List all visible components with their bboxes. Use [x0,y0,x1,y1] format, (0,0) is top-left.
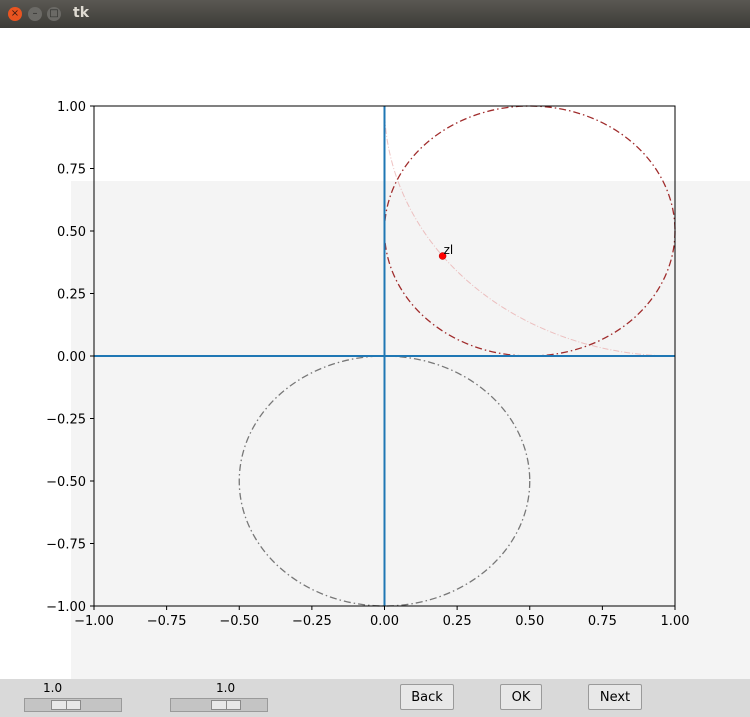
x-tick-label: 0.50 [515,614,544,629]
x-tick-label: −0.25 [292,614,332,629]
x-tick-label: −0.75 [147,614,187,629]
slider-1-handle[interactable] [51,700,81,710]
x-tick-label: −0.50 [219,614,259,629]
faint-arc [385,106,676,356]
minimize-icon[interactable]: – [28,7,42,21]
ok-button[interactable]: OK [500,684,542,710]
x-tick-label: 0.25 [443,614,472,629]
maximize-icon[interactable]: □ [47,7,61,21]
y-tick-label: 1.00 [57,100,86,115]
control-bar: 1.0 1.0 Back OK Next [0,679,750,717]
y-tick-label: 0.50 [57,225,86,240]
window-titlebar: × – □ tk [0,0,750,28]
y-tick-label: 0.00 [57,350,86,365]
upper-circle [385,106,676,356]
point-label: zl [444,243,454,257]
y-tick-label: −0.25 [46,413,86,428]
x-tick-label: 0.75 [588,614,617,629]
window-title: tk [73,5,89,21]
next-button[interactable]: Next [588,684,642,710]
slider-1-value: 1.0 [43,681,62,695]
back-button[interactable]: Back [400,684,454,710]
slider-2-value: 1.0 [216,681,235,695]
chart-canvas: zl −1.00 −0.75 −0.50 −0.25 0.00 0.25 0.50 0.75 1.… [0,28,750,679]
y-tick-label: 0.75 [57,163,86,178]
y-tick-label: 0.25 [57,288,86,303]
x-tick-label: 1.00 [661,614,690,629]
y-tick-label: −0.75 [46,538,86,553]
close-icon[interactable]: × [8,7,22,21]
y-tick-label: −1.00 [46,600,86,615]
x-tick-label: 0.00 [370,614,399,629]
slider-2-handle[interactable] [211,700,241,710]
slider-2[interactable] [170,698,268,712]
slider-1[interactable] [24,698,122,712]
x-tick-label: −1.00 [74,614,114,629]
y-tick-label: −0.50 [46,475,86,490]
